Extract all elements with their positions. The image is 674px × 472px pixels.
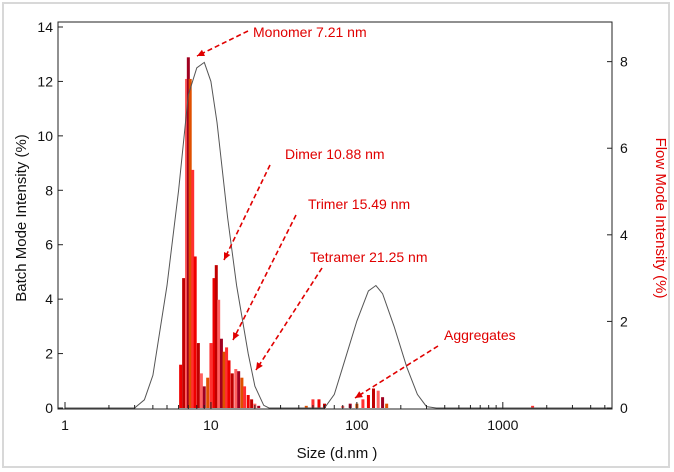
y-tick-label: 12 xyxy=(37,73,53,89)
annotation-label: Tetramer 21.25 nm xyxy=(310,249,428,265)
arrowhead-icon xyxy=(233,332,240,340)
y-tick-label: 2 xyxy=(45,346,53,362)
flow-bar xyxy=(227,360,231,408)
arrowhead-icon xyxy=(256,362,263,370)
x-tick-label: 100 xyxy=(345,417,369,433)
flow-bar xyxy=(186,57,190,408)
y-tick-label: 14 xyxy=(37,19,53,35)
annotation-label: Trimer 15.49 nm xyxy=(308,196,410,212)
batch-mode-curve xyxy=(65,61,612,409)
flow-bar xyxy=(372,388,376,408)
flow-bar xyxy=(209,343,213,408)
x-tick-label: 10 xyxy=(203,417,219,433)
flow-bar xyxy=(202,386,206,408)
x-tick-label: 1 xyxy=(61,417,69,433)
flow-bar xyxy=(246,395,250,408)
x-axis-label: Size (d.nm ) xyxy=(297,445,378,462)
annotation-label: Aggregates xyxy=(444,327,516,343)
flow-bar xyxy=(240,377,244,408)
flow-bar xyxy=(206,377,210,408)
y-tick-label: 4 xyxy=(45,291,53,307)
flow-bar xyxy=(250,399,254,408)
flow-bar xyxy=(366,395,370,408)
flow-bar xyxy=(311,399,315,408)
arrowhead-icon xyxy=(197,49,205,56)
annotation-arrow xyxy=(196,30,249,57)
arrowhead-icon xyxy=(224,252,231,260)
y2-tick-label: 6 xyxy=(620,140,628,156)
arrowhead-icon xyxy=(355,391,363,398)
flow-bar xyxy=(222,351,226,408)
y-axis-label: Batch Mode Intensity (%) xyxy=(13,134,30,302)
y-tick-label: 8 xyxy=(45,182,53,198)
flow-bar xyxy=(182,278,186,408)
flow-bar xyxy=(212,278,216,408)
flow-bar xyxy=(193,256,197,408)
y2-tick-label: 2 xyxy=(620,313,628,329)
annotation-label: Monomer 7.21 nm xyxy=(253,24,367,40)
y-tick-label: 10 xyxy=(37,128,53,144)
flow-bar xyxy=(385,403,389,408)
chart-frame xyxy=(2,2,670,468)
y-tick-label: 0 xyxy=(45,400,53,416)
annotation-label: Dimer 10.88 nm xyxy=(285,146,385,162)
flow-bar xyxy=(257,405,261,408)
flow-bar xyxy=(196,343,200,408)
flow-bar xyxy=(214,265,218,408)
annotation-arrow xyxy=(232,214,297,341)
flow-bar xyxy=(317,399,321,408)
flow-bar xyxy=(219,338,223,408)
plot-border xyxy=(57,21,613,410)
annotation-arrow xyxy=(255,267,323,371)
annotation-arrow xyxy=(223,164,271,261)
flow-bar xyxy=(381,397,385,408)
flow-bar xyxy=(217,299,221,408)
flow-bar xyxy=(243,386,247,408)
flow-bar xyxy=(361,399,365,408)
flow-bar xyxy=(531,405,535,408)
flow-bar xyxy=(230,373,234,408)
flow-bar xyxy=(237,371,241,408)
y-tick-label: 6 xyxy=(45,237,53,253)
flow-bar xyxy=(191,169,195,408)
flow-bar xyxy=(184,78,188,409)
x-tick-label: 1000 xyxy=(487,417,518,433)
y2-tick-label: 0 xyxy=(620,400,628,416)
y2-tick-label: 8 xyxy=(620,54,628,70)
flow-bar xyxy=(179,364,183,408)
flow-bar xyxy=(225,347,229,408)
flow-bar xyxy=(304,405,308,408)
flow-bar xyxy=(234,369,238,408)
flow-bar xyxy=(199,373,203,408)
annotation-arrow xyxy=(354,345,439,399)
y2-axis-label: Flow Mode Intensity (%) xyxy=(652,138,669,299)
y2-tick-label: 4 xyxy=(620,227,628,243)
flow-bar xyxy=(376,390,380,408)
flow-bar xyxy=(188,78,192,409)
